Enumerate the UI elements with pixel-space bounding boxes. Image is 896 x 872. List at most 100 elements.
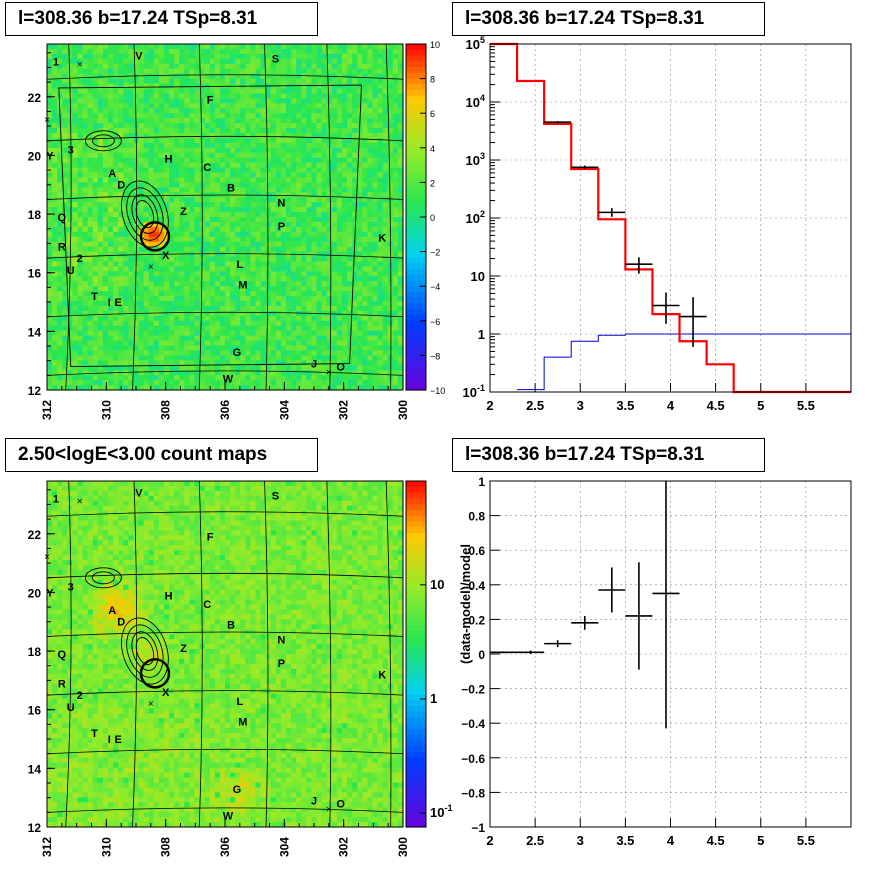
source-contours: [84, 567, 169, 685]
colorbar-bin: [406, 332, 426, 339]
residual-point: [652, 481, 680, 729]
source-label: 3: [68, 582, 74, 594]
galactic-meridian: [326, 480, 332, 828]
source-label: X: [162, 250, 170, 262]
source-label: R: [58, 678, 66, 690]
contour-level: [91, 571, 115, 585]
residual-point: [598, 567, 626, 613]
y-tick-label: 10: [471, 269, 485, 284]
colorbar-bin: [406, 486, 426, 494]
source-label: X: [162, 687, 170, 699]
colorbar-bin: [406, 711, 426, 719]
contour-level: [121, 180, 169, 248]
galactic-parallel: [46, 370, 404, 376]
countmap-pixels: [47, 481, 404, 828]
source-label: S: [272, 54, 279, 66]
x-tick-label: 2.5: [526, 833, 544, 848]
source-label: U: [67, 265, 75, 277]
colorbar-bin: [406, 124, 426, 132]
source-label: J: [311, 796, 317, 808]
colorbar-bin: [406, 665, 426, 672]
y-tick-label: 102: [466, 209, 485, 226]
x-tick-label: 304: [277, 837, 291, 857]
colorbar-bin: [406, 567, 426, 574]
source-label: Z: [180, 206, 187, 218]
y-tick-label: 0.6: [468, 544, 485, 558]
colorbar-tick-label: 8: [430, 75, 435, 85]
colorbar-bin: [406, 757, 426, 765]
galactic-meridian: [132, 480, 138, 828]
galactic-meridian: [65, 43, 72, 391]
source-label: W: [223, 810, 234, 822]
y-tick-label: −0.4: [461, 717, 485, 731]
colorbar-bin: [406, 315, 426, 322]
roi-outline: [58, 84, 362, 367]
source-label: G: [233, 347, 242, 359]
source-label: Z: [180, 643, 187, 655]
source-label: Q: [58, 212, 67, 224]
colorbar-bin: [406, 613, 426, 620]
y-tick-label: 0.8: [468, 510, 485, 524]
y-tick-label: 18: [28, 208, 42, 222]
countmap-title: 2.50<logE<3.00 count maps: [5, 438, 318, 472]
colorbar-bin: [406, 590, 426, 597]
background-model-series: [517, 333, 851, 391]
colorbar-bin: [406, 343, 426, 351]
contour-level: [131, 194, 159, 234]
colorbar-bin: [406, 291, 426, 299]
colorbar-bin: [406, 809, 426, 817]
source-label: H: [165, 153, 173, 165]
colorbar-bin: [406, 521, 426, 528]
colorbar-bin: [406, 602, 426, 609]
spectrum-title: l=308.36 b=17.24 TSp=8.31: [452, 2, 765, 36]
colorbar-bin: [406, 734, 426, 742]
source-label: V: [135, 488, 143, 500]
y-tick-label: 1: [478, 475, 485, 489]
source-label: 1: [53, 57, 59, 69]
galactic-parallel: [46, 631, 404, 637]
y-tick-label: 12: [28, 384, 42, 398]
data-point: [598, 208, 626, 217]
source-marker: ×: [148, 262, 154, 273]
source-label: B: [227, 620, 235, 632]
colorbar-bin: [406, 257, 426, 264]
source-label: I: [108, 297, 111, 309]
x-tick-label: 302: [337, 400, 351, 420]
residual-point: [517, 650, 545, 654]
contour-level: [126, 187, 164, 241]
contour-level: [84, 130, 122, 152]
colorbar-bin: [406, 274, 426, 282]
x-tick-label: 4.5: [707, 833, 725, 848]
colorbar-bin: [406, 309, 426, 316]
colorbar-bin: [406, 199, 426, 207]
colorbar-bin: [406, 228, 426, 235]
colorbar-bin: [406, 792, 426, 799]
galactic-parallel: [46, 748, 404, 755]
galactic-meridian: [264, 43, 269, 391]
colorbar-tick-label: 2: [430, 178, 435, 188]
residuals-title: l=308.36 b=17.24 TSp=8.31: [452, 438, 765, 472]
tsmap-title: l=308.36 b=17.24 TSp=8.31: [5, 2, 318, 36]
source-label: V: [135, 51, 143, 63]
colorbar-bin: [406, 596, 426, 603]
x-tick-label: 2: [486, 398, 493, 413]
colorbar-bin: [406, 372, 426, 380]
x-tick-label: 2: [486, 833, 493, 848]
colorbar-bin: [406, 659, 426, 667]
residual-point: [490, 651, 518, 654]
y-tick-label: 12: [28, 821, 42, 835]
source-label: 2: [77, 690, 83, 702]
x-tick-label: 3.5: [616, 833, 634, 848]
colorbar-bin: [406, 705, 426, 713]
y-tick-label: −0.6: [461, 752, 485, 766]
x-tick-label: 312: [40, 837, 54, 857]
colorbar-bin: [406, 78, 426, 85]
y-tick-label: 0.2: [468, 613, 485, 627]
galactic-parallel: [46, 311, 404, 318]
x-tick-label: 308: [159, 837, 173, 857]
colorbar-bin: [406, 532, 426, 540]
source-marker: ×: [77, 497, 83, 508]
y-tick-label: 104: [466, 93, 485, 110]
source-label: G: [233, 784, 242, 796]
galactic-parallel: [46, 194, 404, 200]
